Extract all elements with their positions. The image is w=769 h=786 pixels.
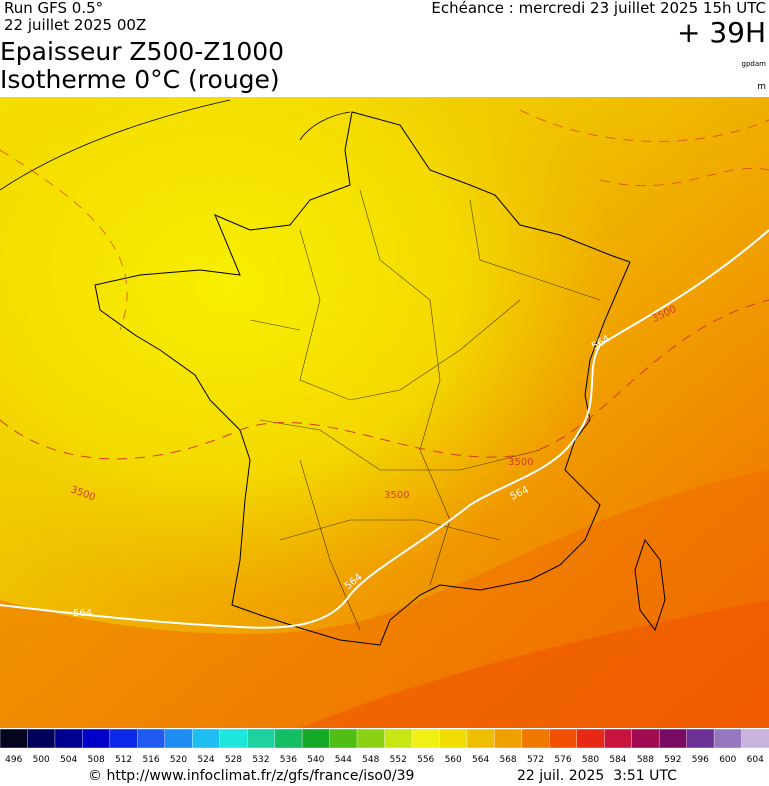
colorbar-label: 572	[527, 755, 544, 765]
colorbar-label: 532	[252, 755, 269, 765]
colorbar-label: 596	[692, 755, 709, 765]
colorbar-swatch	[301, 728, 331, 749]
colorbar-label: 576	[554, 755, 571, 765]
colorbar-label: 508	[88, 755, 105, 765]
map-hot-zone	[300, 600, 769, 728]
unit-thickness: gpdam	[742, 60, 767, 68]
corsica	[634, 538, 666, 632]
colorbar-label: 524	[197, 755, 214, 765]
title-line1: Epaisseur Z500-Z1000	[0, 37, 284, 66]
colorbar-swatch	[686, 728, 715, 749]
colorbar-label: 556	[417, 755, 434, 765]
colorbar-label: 540	[307, 755, 324, 765]
colorbar-swatch	[356, 728, 386, 749]
iso0-contour	[0, 299, 769, 460]
source-url: © http://www.infoclimat.fr/z/gfs/france/…	[88, 768, 414, 784]
colorbar-swatch	[521, 728, 550, 749]
colorbar-label: 512	[115, 755, 132, 765]
unit-iso0: m	[757, 82, 766, 92]
colorbar-label: 520	[170, 755, 187, 765]
colorbar-swatch	[82, 728, 111, 749]
timestamp: 22 juil. 2025 3:51 UTC	[517, 768, 677, 784]
iso0-label: 3500	[384, 490, 409, 501]
colorbar-swatch	[109, 728, 139, 749]
colorbar-swatch	[27, 728, 56, 749]
colorbar-swatch	[411, 728, 441, 749]
run-date: 22 juillet 2025 00Z	[4, 16, 146, 34]
colorbar-swatch	[0, 728, 29, 749]
colorbar-label: 592	[664, 755, 681, 765]
colorbar-label: 544	[335, 755, 352, 765]
colorbar-swatch	[658, 728, 688, 749]
colorbar-label: 504	[60, 755, 77, 765]
run-label: Run GFS 0.5°	[4, 0, 103, 17]
title-line2: Isotherme 0°C (rouge)	[0, 65, 280, 94]
colorbar-swatch	[494, 728, 523, 749]
thickness-label: 564	[73, 608, 92, 619]
colorbar-swatch	[466, 728, 496, 749]
map: 564 564 564 564 3500 3500 3500 3500	[0, 97, 769, 728]
colorbar-label: 604	[747, 755, 764, 765]
colorbar-swatch	[54, 728, 84, 749]
colorbar-label: 560	[445, 755, 462, 765]
colorbar-label: 528	[225, 755, 242, 765]
colorbar-label: 500	[33, 755, 50, 765]
thickness-contour	[0, 229, 769, 629]
colorbar-label: 548	[362, 755, 379, 765]
colorbar-swatch	[192, 728, 221, 749]
valid-time: Echéance : mercredi 23 juillet 2025 15h …	[431, 0, 766, 17]
colorbar-swatch	[439, 728, 468, 749]
colorbar-swatch	[741, 728, 769, 749]
colorbar-label: 552	[390, 755, 407, 765]
iso0-contour	[0, 109, 769, 331]
france-outline	[94, 111, 631, 646]
colorbar-swatch	[576, 728, 605, 749]
colorbar-label: 588	[637, 755, 654, 765]
colorbar-swatch	[274, 728, 303, 749]
colorbar-swatch	[219, 728, 248, 749]
colorbar-label: 564	[472, 755, 489, 765]
colorbar-swatch	[384, 728, 413, 749]
coastlines	[0, 99, 351, 191]
colorbar-swatch	[631, 728, 660, 749]
lead-time: + 39H	[677, 16, 766, 49]
colorbar-label: 580	[582, 755, 599, 765]
colorbar-swatch	[246, 728, 276, 749]
colorbar-swatch	[549, 728, 578, 749]
colorbar-swatch	[137, 728, 166, 749]
colorbar-swatch	[604, 728, 633, 749]
iso0-label: 3500	[508, 457, 533, 468]
colorbar-swatch	[329, 728, 358, 749]
colorbar-swatch	[164, 728, 193, 749]
colorbar-label: 584	[609, 755, 626, 765]
colorbar: 496 500 504 508 512 516 520 524 528 532 536 540 544 5…	[0, 728, 769, 765]
colorbar-swatch	[713, 728, 743, 749]
colorbar-label: 536	[280, 755, 297, 765]
colorbar-label: 516	[142, 755, 159, 765]
region-borders	[249, 189, 601, 631]
colorbar-label: 600	[719, 755, 736, 765]
colorbar-label: 496	[5, 755, 22, 765]
colorbar-label: 568	[499, 755, 516, 765]
